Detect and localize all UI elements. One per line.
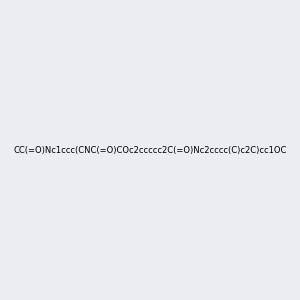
Text: CC(=O)Nc1ccc(CNC(=O)COc2ccccc2C(=O)Nc2cccc(C)c2C)cc1OC: CC(=O)Nc1ccc(CNC(=O)COc2ccccc2C(=O)Nc2cc… xyxy=(13,146,287,154)
